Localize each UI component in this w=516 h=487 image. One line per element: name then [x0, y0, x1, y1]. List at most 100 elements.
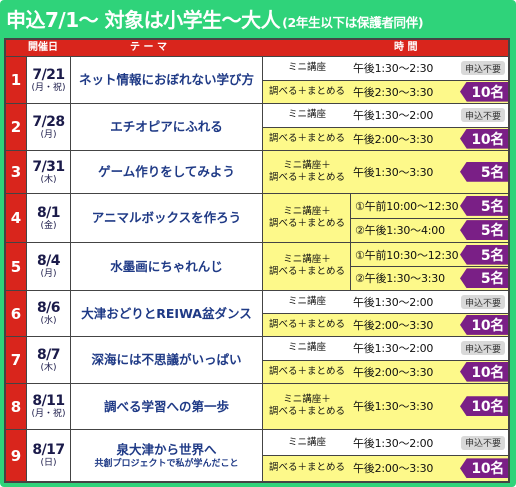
event-row: 1 7/21 (月・祝) ネット情報におぼれない学び方 ミニ講座 午後1:30〜2:30 申… [6, 56, 508, 103]
event-number: 1 [6, 57, 26, 103]
session-row: 調べる＋まとめる 午後2:00〜3:30 10名 [262, 313, 508, 336]
session-row: 調べる＋まとめる 午後2:00〜3:30 10名 [262, 455, 508, 481]
event-theme: ネット情報におぼれない学び方 [70, 57, 262, 103]
event-theme-title: 水墨画にちゃれんじ [110, 258, 223, 274]
session-row: ②午後1:30〜4:00 5名 [350, 217, 508, 242]
session-row: ミニ講座 午後1:30〜2:00 申込不要 [262, 430, 508, 456]
session-type: ミニ講座＋ 調べる＋まとめる [268, 205, 345, 229]
event-date-day: 8/7 [36, 346, 61, 363]
session-row: ミニ講座 午後1:30〜2:00 申込不要 [262, 337, 508, 360]
capacity-badge: 5名 [460, 195, 508, 216]
event-weekday: (月) [40, 129, 57, 140]
event-date: 7/28 (月) [26, 104, 70, 150]
capacity-badge: 5名 [460, 268, 508, 289]
session-time: 午後1:30〜3:30 [353, 400, 434, 414]
session-row: ミニ講座 午後1:30〜2:00 申込不要 [262, 291, 508, 314]
session-row: ②午後1:30〜3:30 5名 [350, 266, 508, 290]
session-time: 午後2:00〜3:30 [353, 462, 434, 476]
event-theme-subtitle: 共創プロジェクトで私が学んだこと [94, 458, 239, 469]
event-theme: 大津おどりとREIWA盆ダンス [70, 291, 262, 336]
session-time: 午後1:30〜3:30 [353, 165, 434, 179]
event-date-day: 8/1 [36, 204, 61, 221]
event-number: 2 [6, 104, 26, 150]
session-type: 調べる＋まとめる [268, 318, 345, 330]
event-theme: ゲーム作りをしてみよう [70, 151, 262, 193]
event-weekday: (月) [40, 269, 57, 279]
event-date: 8/1 (金) [26, 194, 70, 242]
event-theme-title: 調べる学習への第一歩 [103, 398, 229, 414]
event-theme: 深海には不思議がいっぱい [70, 337, 262, 383]
capacity-badge: 5名 [460, 161, 508, 182]
event-weekday: (日) [40, 458, 57, 468]
event-theme: アニマルボックスを作ろう [70, 194, 262, 242]
column-time: 時 間 [394, 42, 418, 53]
schedule-table: 開催日 テ ー マ 時 間 1 7/21 (月・祝) ネット情報におぼれない学び方 ミニ… [4, 38, 510, 483]
session-time: 午後2:00〜3:30 [353, 365, 434, 379]
column-date: 開催日 [28, 42, 58, 53]
event-theme: 泉大津から世界へ 共創プロジェクトで私が学んだこと [70, 430, 262, 481]
capacity-badge: 10名 [460, 314, 508, 335]
event-date-day: 8/4 [36, 253, 61, 269]
session-type: ミニ講座＋ 調べる＋まとめる [268, 254, 345, 278]
event-theme-title: アニマルボックスを作ろう [91, 210, 242, 225]
event-date: 8/17 (日) [26, 430, 70, 481]
capacity-badge: 10名 [460, 458, 508, 479]
header-note: (2年生以下は保護者同伴) [282, 15, 424, 30]
event-row: 8 8/11 (月・祝) 調べる学習への第一歩 ミニ講座＋ 調べる＋まとめる 午後1:30… [6, 383, 508, 429]
capacity-badge: 10名 [460, 361, 508, 382]
event-date-day: 7/31 [32, 158, 65, 175]
event-number: 6 [6, 291, 26, 336]
session-time: 午後2:00〜3:30 [353, 318, 434, 332]
session-type: ミニ講座 [287, 342, 326, 354]
event-row: 7 8/7 (木) 深海には不思議がいっぱい ミニ講座 午後1:30〜2:00 申込不要 調べ… [6, 336, 508, 383]
session-time: ①午前10:30〜12:30 [355, 248, 459, 262]
event-theme-title: 泉大津から世界へ [116, 441, 217, 457]
event-row: 2 7/28 (月) エチオピアにふれる ミニ講座 午後1:30〜2:00 申込不要 調べる＋… [6, 103, 508, 150]
event-weekday: (水) [40, 316, 57, 326]
event-theme: エチオピアにふれる [70, 104, 262, 150]
event-theme-title: 大津おどりとREIWA盆ダンス [81, 305, 252, 321]
event-row: 9 8/17 (日) 泉大津から世界へ 共創プロジェクトで私が学んだこと ミニ講座 午後1:… [6, 429, 508, 481]
session-type: ミニ講座 [287, 109, 326, 121]
event-date-day: 7/28 [32, 113, 65, 130]
event-weekday: (月・祝) [31, 82, 66, 93]
session-time: 午後1:30〜2:00 [353, 296, 434, 310]
event-weekday: (木) [40, 362, 57, 373]
event-number: 7 [6, 337, 26, 383]
event-number: 3 [6, 151, 26, 193]
event-theme-title: ネット情報におぼれない学び方 [78, 72, 254, 87]
session-time: 午後2:00〜3:30 [353, 132, 434, 146]
event-weekday: (金) [40, 220, 57, 231]
event-date: 7/21 (月・祝) [26, 57, 70, 103]
session-time: 午後1:30〜2:00 [353, 342, 434, 356]
event-number: 9 [6, 430, 26, 481]
capacity-badge: 10名 [460, 128, 508, 149]
session-type: 調べる＋まとめる [268, 85, 345, 97]
event-theme-title: ゲーム作りをしてみよう [98, 164, 235, 179]
no-application-badge: 申込不要 [461, 295, 505, 310]
session-type: ミニ講座 [287, 296, 326, 308]
no-application-badge: 申込不要 [461, 341, 505, 356]
session-row: ミニ講座 午後1:30〜2:00 申込不要 [262, 104, 508, 127]
session-row: 調べる＋まとめる 午後2:00〜3:30 10名 [262, 359, 508, 383]
event-row: 5 8/4 (月) 水墨画にちゃれんじ ミニ講座＋ 調べる＋まとめる ①午前10:30〜1… [6, 242, 508, 290]
session-time: ②午後1:30〜4:00 [355, 224, 445, 238]
table-header: 開催日 テ ー マ 時 間 [6, 40, 508, 56]
event-row: 4 8/1 (金) アニマルボックスを作ろう ミニ講座＋ 調べる＋まとめる ①午前10:0… [6, 193, 508, 242]
capacity-badge: 5名 [460, 220, 508, 241]
event-date-day: 8/17 [32, 442, 65, 458]
session-time: 午後1:30〜2:30 [353, 62, 434, 76]
session-type: 調べる＋まとめる [268, 462, 345, 474]
event-number: 5 [6, 243, 26, 290]
session-row: ミニ講座＋ 調べる＋まとめる 午後1:30〜3:30 5名 [262, 151, 508, 193]
session-row: ①午前10:00〜12:30 5名 [350, 194, 508, 218]
session-time: 午後1:30〜2:00 [353, 436, 434, 450]
event-number: 8 [6, 384, 26, 429]
event-theme-title: 深海には不思議がいっぱい [91, 352, 242, 367]
header: 申込7/1〜 対象は小学生〜大人 (2年生以下は保護者同伴) [6, 6, 510, 36]
session-row: ミニ講座＋ 調べる＋まとめる 午後1:30〜3:30 10名 [262, 384, 508, 429]
session-type: ミニ講座 [287, 62, 326, 74]
session-type: ミニ講座＋ 調べる＋まとめる [268, 159, 345, 183]
session-time: 午後1:30〜2:00 [353, 109, 434, 123]
